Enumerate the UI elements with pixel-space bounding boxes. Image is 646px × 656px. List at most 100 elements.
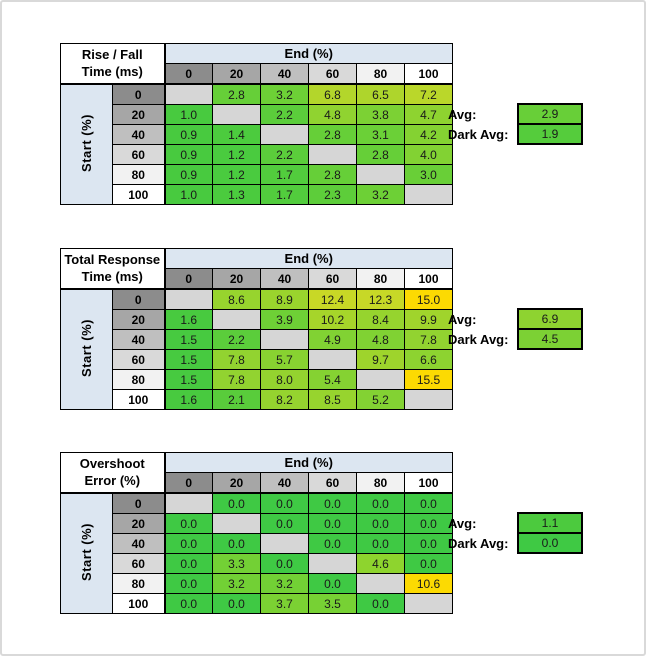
blank-cell [212,513,261,534]
data-cell: 0.0 [356,533,405,554]
row-header: 0 [112,83,166,105]
blank-cell [308,144,357,165]
data-cell: 5.2 [356,389,405,410]
data-cell: 7.2 [404,83,453,105]
avg-value-box: 6.9 [517,308,583,330]
rise-fall-averages: Avg: 2.9 Dark Avg: 1.9 [448,103,588,145]
end-axis-label: End (%) [164,43,453,64]
avg-label: Avg: [448,311,477,327]
overshoot-grid: Overshoot Error (%) End (%) 0 20 40 60 80 100… [60,452,453,614]
blank-cell [404,389,453,410]
data-cell: 10.2 [308,309,357,330]
data-cell: 4.6 [356,553,405,574]
data-cell: 0.0 [260,492,309,514]
data-cell: 8.4 [356,309,405,330]
blank-cell [404,593,453,614]
col-header: 0 [164,472,213,494]
data-cell: 0.0 [308,533,357,554]
blank-cell [164,83,213,105]
row-header: 0 [112,288,166,310]
table-title-line1: Overshoot [79,455,145,471]
data-cell: 0.0 [308,492,357,514]
blank-cell [356,369,405,390]
data-cell: 8.6 [212,288,261,310]
avg-value-box: 2.9 [517,103,583,125]
avg-label: Avg: [448,515,477,531]
blank-cell [308,349,357,370]
col-header: 20 [212,268,261,290]
data-cell: 1.5 [164,329,213,350]
data-cell: 12.3 [356,288,405,310]
row-header: 100 [112,184,166,205]
data-cell: 6.5 [356,83,405,105]
col-header: 0 [164,268,213,290]
end-axis-label: End (%) [164,452,453,473]
end-axis-label: End (%) [164,248,453,269]
data-cell: 2.2 [260,104,309,125]
data-cell: 1.2 [212,164,261,185]
data-cell: 8.9 [260,288,309,310]
data-cell: 2.2 [260,144,309,165]
blank-cell [164,288,213,310]
table-title: Total Response Time (ms) [60,248,166,290]
data-cell: 1.7 [260,164,309,185]
data-cell: 3.8 [356,104,405,125]
table-title-line2: Error (%) [84,472,141,488]
rise-fall-grid: Rise / Fall Time (ms) End (%) 0 20 40 60 80 1… [60,43,453,205]
blank-cell [356,573,405,594]
row-header: 100 [112,593,166,614]
data-cell: 0.0 [164,553,213,574]
blank-cell [212,104,261,125]
data-cell: 0.0 [164,533,213,554]
data-cell: 0.0 [164,513,213,534]
col-header: 60 [308,268,357,290]
dark-avg-value-box: 4.5 [517,328,583,350]
row-header: 20 [112,513,166,534]
data-cell: 0.0 [260,513,309,534]
overshoot-averages: Avg: 1.1 Dark Avg: 0.0 [448,512,588,554]
data-cell: 5.7 [260,349,309,370]
data-cell: 8.5 [308,389,357,410]
data-cell: 5.4 [308,369,357,390]
row-header: 60 [112,144,166,165]
row-header: 60 [112,553,166,574]
data-cell: 0.0 [308,573,357,594]
blank-cell [260,124,309,145]
avg-label: Avg: [448,106,477,122]
data-cell: 2.1 [212,389,261,410]
data-cell: 3.9 [260,309,309,330]
data-cell: 1.0 [164,184,213,205]
col-header: 80 [356,63,405,85]
data-cell: 7.8 [212,369,261,390]
data-cell: 0.0 [356,593,405,614]
col-header: 40 [260,268,309,290]
data-cell: 1.3 [212,184,261,205]
total-response-averages: Avg: 6.9 Dark Avg: 4.5 [448,308,588,350]
data-cell: 0.0 [308,513,357,534]
data-cell: 7.8 [404,329,453,350]
row-header: 40 [112,329,166,350]
row-header: 20 [112,104,166,125]
col-header: 100 [404,472,453,494]
data-cell: 9.9 [404,309,453,330]
column-header-row: 0 20 40 60 80 100 [61,472,453,494]
blank-cell [260,533,309,554]
table-title-line2: Time (ms) [81,63,143,79]
row-header: 20 [112,309,166,330]
data-cell: 6.8 [308,83,357,105]
data-cell: 0.0 [164,593,213,614]
dark-avg-label: Dark Avg: [448,126,509,142]
data-cell: 4.7 [404,104,453,125]
dark-avg-label: Dark Avg: [448,535,509,551]
data-cell: 2.8 [308,124,357,145]
column-header-row: 0 20 40 60 80 100 [61,63,453,85]
blank-cell [308,553,357,574]
overshoot-table: Overshoot Error (%) End (%) 0 20 40 60 80 100… [60,452,453,614]
data-cell: 0.0 [212,533,261,554]
col-header: 40 [260,63,309,85]
col-header: 60 [308,472,357,494]
rise-fall-table: Rise / Fall Time (ms) End (%) 0 20 40 60 80 1… [60,43,453,205]
data-cell: 3.0 [404,164,453,185]
col-header: 80 [356,268,405,290]
